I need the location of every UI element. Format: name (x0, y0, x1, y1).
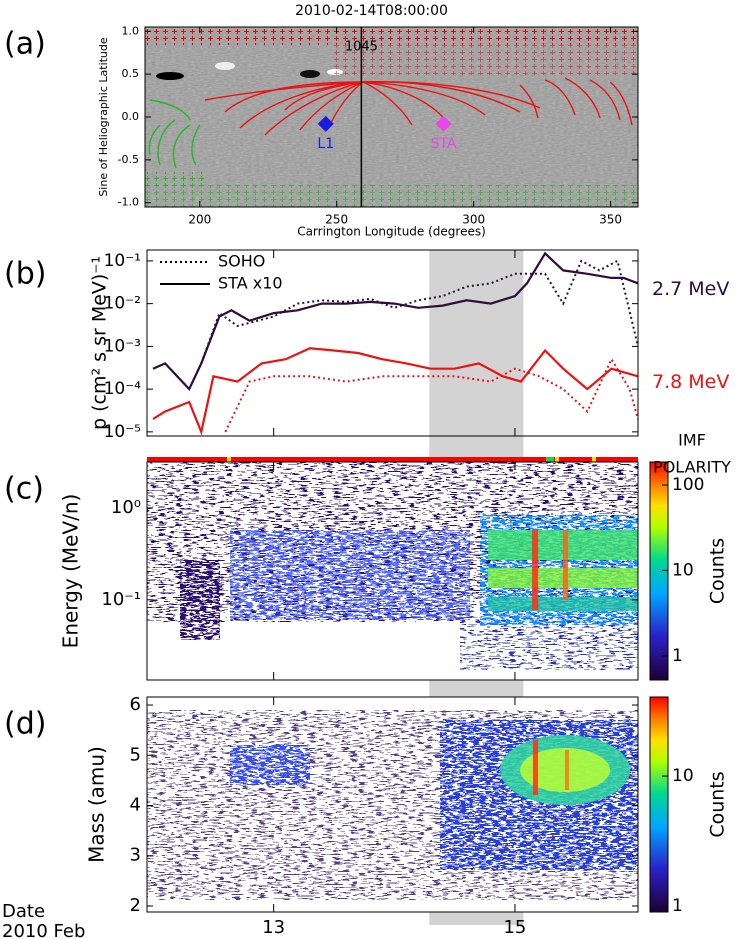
marker-label: STA (431, 136, 457, 152)
y-axis-label: Energy (MeV/n) (59, 494, 83, 649)
event-label: 1045 (345, 40, 378, 55)
x-tick-label: 300 (462, 213, 485, 227)
y-axis-label: Counts (707, 538, 729, 604)
plot-frame (146, 249, 639, 437)
colorbars (650, 462, 668, 912)
imf-label: IMF (678, 431, 706, 450)
y-tick-label: 0.5 (122, 67, 140, 80)
chart-title: 2010-02-14T08:00:00 (295, 3, 448, 19)
y-tick-label: 6 (130, 694, 141, 715)
y-tick-label: 4 (130, 795, 141, 816)
x-tick-label: 350 (599, 213, 622, 227)
x-tick-label: 15 (503, 917, 526, 938)
y-tick-label: 10⁰ (111, 497, 141, 518)
y-axis-label: Counts (707, 771, 729, 837)
y-axis-label: Sine of Heliographic Latitude (97, 37, 110, 197)
y-tick-label: 1.0 (122, 24, 140, 37)
y-tick-label: 10⁻⁴ (104, 379, 142, 399)
y-tick-label: -1.0 (118, 196, 139, 209)
x-tick-label: 200 (188, 213, 211, 227)
colorbar-tick-label: 10 (672, 560, 694, 580)
x-tick-label: 13 (262, 917, 285, 938)
marker-label: L1 (317, 136, 334, 152)
y-tick-label: 5 (130, 744, 141, 765)
y-tick-label: 10⁻³ (104, 336, 141, 356)
energy-label: 2.7 MeV (652, 278, 729, 300)
plot-frame (146, 696, 639, 913)
plot-frame (146, 461, 639, 681)
energy-spectrogram (147, 462, 638, 680)
x-tick-label: 250 (325, 213, 348, 227)
y-axis-label: p (cm² s sr MeV)⁻¹ (89, 256, 111, 430)
colorbar-tick-label: 1 (672, 646, 683, 666)
line (152, 251, 639, 392)
marker (317, 115, 334, 132)
line (224, 357, 639, 433)
magnetogram (145, 27, 638, 207)
y-tick-label: 10⁻⁵ (104, 422, 141, 442)
colorbar-tick-label: 1 (672, 896, 683, 916)
marker (435, 115, 452, 132)
line (152, 347, 639, 436)
x-axis-title: Date (2, 901, 45, 922)
panel-label: (b) (4, 257, 46, 292)
energy-label: 7.8 MeV (652, 371, 729, 393)
y-tick-label: 0.0 (122, 110, 140, 123)
y-tick-label: 2 (130, 895, 141, 916)
panel-label: (c) (4, 472, 44, 507)
y-tick-label: 10⁻¹ (101, 589, 141, 610)
legend-label: STA x10 (218, 274, 283, 293)
y-axis-label: Mass (amu) (85, 746, 109, 863)
panel-label: (d) (4, 707, 46, 742)
colorbar-frame (649, 461, 669, 681)
colorbar-tick-label: 10 (672, 766, 694, 786)
y-tick-label: 10⁻² (104, 294, 141, 314)
y-tick-label: 10⁻¹ (104, 251, 141, 271)
panel-label: (a) (4, 27, 46, 62)
legend-label: SOHO (218, 252, 265, 271)
line (200, 259, 639, 364)
mass-spectrogram (147, 697, 638, 912)
imf-label: POLARITY (653, 458, 731, 477)
y-tick-label: -0.5 (118, 153, 139, 166)
x-axis-title: 2010 Feb (2, 921, 85, 939)
y-tick-label: 3 (130, 845, 141, 866)
x-axis-label: Carrington Longitude (degrees) (297, 225, 486, 239)
colorbar-tick-label: 100 (672, 475, 704, 495)
colorbar-frame (649, 696, 669, 913)
